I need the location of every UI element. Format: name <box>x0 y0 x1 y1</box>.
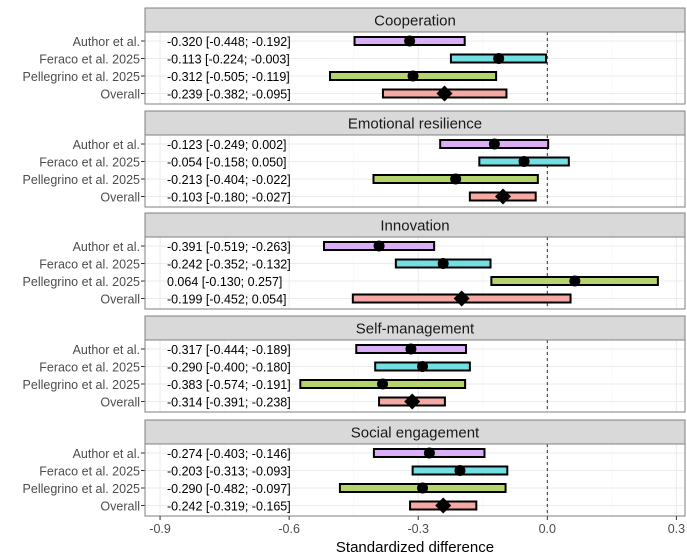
pooled-estimate-diamond <box>436 85 453 102</box>
estimate-label: -0.113 [-0.224; -0.003] <box>167 53 290 67</box>
study-label: Pellegrino et al. 2025 <box>23 482 140 496</box>
point-estimate <box>405 343 417 355</box>
point-estimate <box>488 138 500 150</box>
panel-title: Innovation <box>380 218 449 235</box>
estimate-label: -0.290 [-0.482; -0.097] <box>167 482 291 496</box>
study-label: Author et al. <box>73 343 140 357</box>
study-label: Overall <box>100 396 140 410</box>
pooled-estimate-diamond <box>404 393 421 410</box>
study-label: Author et al. <box>73 240 140 254</box>
panel-title: Cooperation <box>374 13 456 30</box>
estimate-label: -0.242 [-0.319; -0.165] <box>167 500 291 514</box>
point-estimate <box>417 482 429 494</box>
estimate-label: -0.383 [-0.574; -0.191] <box>167 378 291 392</box>
estimate-label: -0.054 [-0.158; 0.050] <box>167 156 287 170</box>
study-label: Feraco et al. 2025 <box>39 53 140 67</box>
estimate-label: -0.199 [-0.452; 0.054] <box>167 293 287 307</box>
panel-strip <box>144 7 686 33</box>
study-label: Author et al. <box>73 35 140 49</box>
point-estimate <box>493 53 505 64</box>
study-label: Pellegrino et al. 2025 <box>23 70 140 84</box>
panel-border <box>144 31 686 105</box>
study-label: Pellegrino et al. 2025 <box>23 378 140 392</box>
estimate-label: -0.274 [-0.403; -0.146] <box>167 447 291 461</box>
panel-title: Self-management <box>356 321 475 338</box>
panel-background <box>145 135 685 207</box>
panel-strip <box>144 212 686 238</box>
study-label: Feraco et al. 2025 <box>39 258 140 272</box>
estimate-label: -0.239 [-0.382; -0.095] <box>167 88 291 102</box>
study-label: Feraco et al. 2025 <box>39 361 140 375</box>
panel-strip <box>144 315 686 341</box>
study-label: Pellegrino et al. 2025 <box>23 173 140 187</box>
x-tick-label: -0.6 <box>278 522 300 536</box>
estimate-label: -0.123 [-0.249; 0.002] <box>167 138 287 152</box>
point-estimate <box>377 378 389 390</box>
panel-strip <box>144 110 686 136</box>
panel-border <box>144 443 686 517</box>
point-estimate <box>417 361 429 372</box>
point-estimate <box>437 258 449 269</box>
point-estimate <box>407 70 419 82</box>
point-estimate <box>450 173 462 185</box>
x-tick-label: -0.3 <box>407 522 429 536</box>
panel-border <box>144 134 686 208</box>
estimate-label: -0.391 [-0.519; -0.263] <box>167 240 291 254</box>
study-label: Overall <box>100 191 140 205</box>
panel-title: Social engagement <box>351 425 480 442</box>
panel-strip <box>144 419 686 445</box>
point-estimate <box>518 156 530 167</box>
x-axis-title: Standardized difference <box>336 539 494 556</box>
panel-border <box>144 236 686 310</box>
study-label: Author et al. <box>73 447 140 461</box>
estimate-label: -0.290 [-0.400; -0.180] <box>167 361 291 375</box>
estimate-label: -0.312 [-0.505; -0.119] <box>167 70 290 84</box>
study-label: Author et al. <box>73 138 140 152</box>
study-label: Overall <box>100 500 140 514</box>
study-label: Overall <box>100 293 140 307</box>
x-tick-label: 0.3 <box>668 522 685 536</box>
pooled-estimate-diamond <box>453 290 470 307</box>
panel-title: Emotional resilience <box>348 116 482 133</box>
point-estimate <box>373 240 385 252</box>
point-estimate <box>454 465 466 476</box>
estimate-label: -0.103 [-0.180; -0.027] <box>167 191 291 205</box>
estimate-label: -0.242 [-0.352; -0.132] <box>167 258 291 272</box>
x-tick-label: 0.0 <box>539 522 556 536</box>
pooled-estimate-diamond <box>435 497 452 514</box>
study-label: Feraco et al. 2025 <box>39 465 140 479</box>
x-tick-label: -0.9 <box>149 522 171 536</box>
estimate-label: -0.320 [-0.448; -0.192] <box>167 35 291 49</box>
point-estimate <box>404 35 416 47</box>
point-estimate <box>423 447 435 459</box>
point-estimate <box>569 275 581 287</box>
estimate-label: -0.203 [-0.313; -0.093] <box>167 465 291 479</box>
pooled-estimate-diamond <box>494 188 511 205</box>
estimate-label: 0.064 [-0.130; 0.257] <box>167 275 282 289</box>
estimate-label: -0.213 [-0.404; -0.022] <box>167 173 291 187</box>
estimate-label: -0.314 [-0.391; -0.238] <box>167 396 291 410</box>
estimate-label: -0.317 [-0.444; -0.189] <box>167 343 291 357</box>
study-label: Pellegrino et al. 2025 <box>23 275 140 289</box>
study-label: Feraco et al. 2025 <box>39 156 140 170</box>
panel-border <box>144 339 686 413</box>
study-label: Overall <box>100 88 140 102</box>
